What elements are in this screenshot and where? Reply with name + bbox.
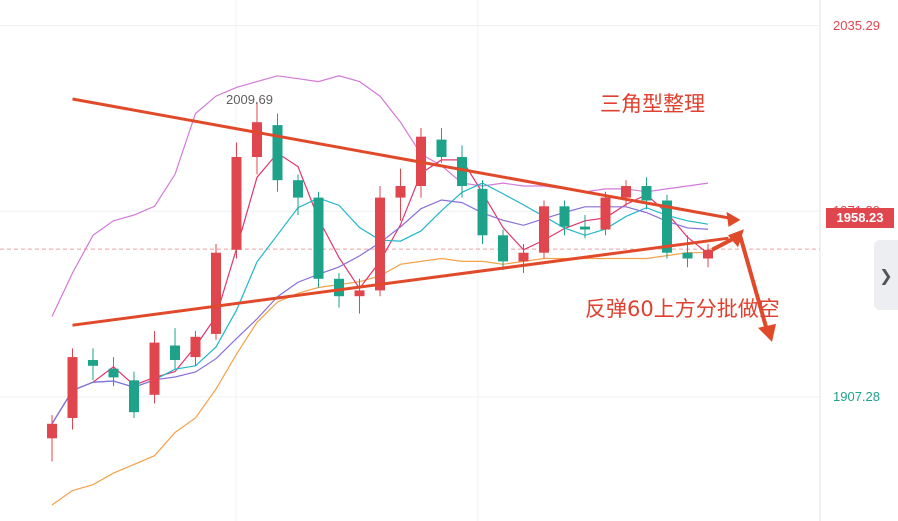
candle	[354, 278, 365, 314]
candle-body	[354, 290, 365, 297]
candle-body	[559, 206, 570, 227]
candle-body	[67, 357, 78, 418]
candle-body	[395, 186, 406, 198]
candle-body	[170, 345, 180, 360]
strategy-annotation: 反弹60上方分批做空	[585, 297, 780, 321]
candle	[149, 331, 160, 404]
y-tick-label-low: 1907.28	[833, 388, 880, 404]
candle-body	[47, 423, 57, 439]
candle	[703, 244, 713, 268]
candle	[518, 244, 529, 273]
candle	[498, 229, 508, 271]
candle	[436, 128, 447, 163]
candle-body	[539, 206, 549, 253]
candle-body	[108, 368, 119, 378]
candle	[682, 235, 693, 268]
candle-body	[231, 157, 242, 250]
candle	[600, 191, 611, 236]
candle-body	[149, 342, 160, 395]
candle-body	[88, 360, 98, 366]
candle	[170, 328, 180, 369]
candle	[108, 357, 119, 387]
candle-body	[252, 122, 262, 157]
candle	[621, 180, 631, 207]
candle	[272, 113, 283, 192]
candle	[252, 101, 262, 175]
candle-body	[436, 139, 447, 157]
candle-body	[272, 125, 283, 181]
candle-body	[580, 226, 590, 230]
candle	[293, 174, 303, 215]
bollinger-upper-line	[51, 75, 709, 317]
trendline-upper	[72, 97, 729, 220]
candle-body	[313, 197, 324, 279]
candle	[539, 200, 549, 259]
last-price-badge: 1958.23	[826, 208, 894, 228]
candle-body	[457, 157, 467, 186]
candle-body	[703, 249, 713, 259]
candle-body	[190, 336, 201, 358]
pattern-annotation: 三角型整理	[600, 92, 705, 116]
forecast-up-arrowhead	[728, 229, 744, 248]
candle	[375, 186, 385, 297]
candle-body	[293, 180, 303, 198]
candle	[129, 371, 139, 418]
candle	[313, 191, 324, 288]
candle	[88, 348, 98, 381]
candle	[211, 244, 221, 340]
candle	[395, 168, 406, 221]
candle-body	[641, 186, 652, 201]
trendline-upper-arrowhead	[726, 211, 741, 227]
candle	[190, 331, 201, 366]
grid	[0, 0, 821, 521]
candle	[67, 348, 78, 430]
candle-body	[129, 380, 139, 413]
forecast-down-arrowhead	[758, 323, 776, 342]
candle	[580, 215, 590, 239]
candle-body	[662, 200, 672, 253]
candle-body	[682, 252, 693, 259]
forecast-arrows	[711, 229, 776, 342]
candle-body	[334, 278, 344, 297]
candle	[477, 180, 488, 244]
candle-body	[211, 252, 221, 334]
candle-body	[477, 188, 488, 236]
candle-body	[498, 235, 508, 262]
side-panel-toggle[interactable]: ❯	[874, 240, 898, 310]
trendline-lower	[72, 236, 729, 327]
candle	[47, 415, 57, 462]
candle	[231, 142, 242, 259]
trendlines	[72, 97, 741, 327]
candle-body	[600, 197, 611, 230]
candle	[559, 200, 570, 236]
candle-body	[375, 197, 385, 291]
y-tick-label-top: 2035.29	[833, 17, 880, 33]
candle-body	[518, 252, 529, 262]
candle	[662, 194, 672, 259]
candle-body	[621, 186, 631, 198]
candle	[457, 145, 467, 198]
high-price-label: 2009.69	[226, 91, 273, 107]
chevron-right-icon: ❯	[879, 265, 893, 285]
